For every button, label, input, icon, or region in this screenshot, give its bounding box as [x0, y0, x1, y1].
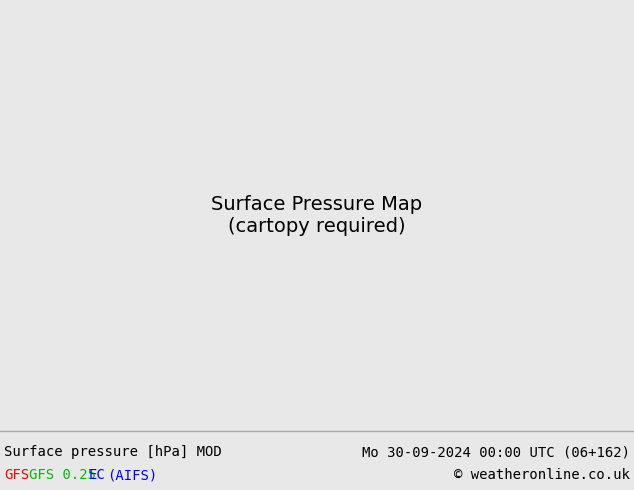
- Text: © weatheronline.co.uk: © weatheronline.co.uk: [454, 468, 630, 482]
- Text: Mo 30-09-2024 00:00 UTC (06+162): Mo 30-09-2024 00:00 UTC (06+162): [362, 445, 630, 459]
- Text: Surface Pressure Map
(cartopy required): Surface Pressure Map (cartopy required): [211, 195, 423, 236]
- Text: GFS 0.25: GFS 0.25: [29, 468, 96, 482]
- Text: GFS: GFS: [4, 468, 29, 482]
- Text: Surface pressure [hPa] MOD: Surface pressure [hPa] MOD: [4, 445, 222, 459]
- Text: (AIFS): (AIFS): [107, 468, 157, 482]
- Text: EC: EC: [89, 468, 106, 482]
